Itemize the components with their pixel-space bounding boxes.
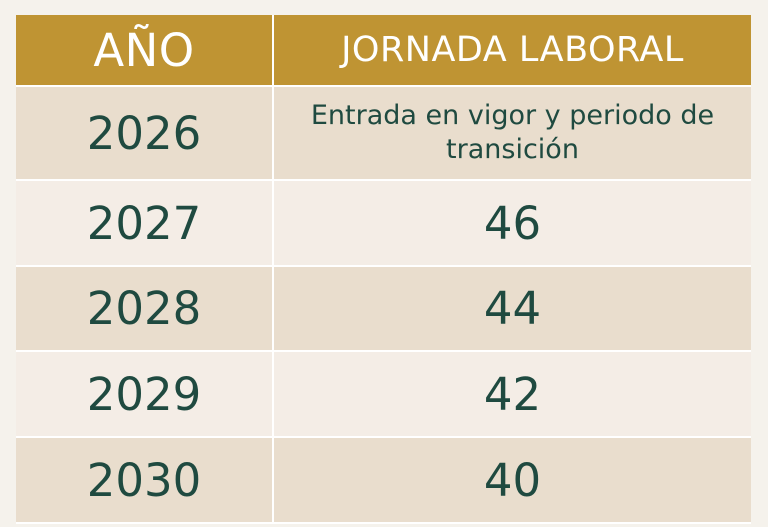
year-cell: 2029 [16,352,274,436]
header-workday: JORNADA LABORAL [274,15,751,85]
header-year: AÑO [16,15,274,85]
year-value: 2028 [86,282,202,335]
table-row: 2026 Entrada en vigor y periodo de trans… [16,87,751,181]
table-row: 2030 40 [16,438,751,524]
workday-value: 42 [483,367,542,421]
workday-cell: Entrada en vigor y periodo de transición [274,87,751,179]
workday-cell: 42 [274,352,751,436]
workday-cell: 40 [274,438,751,522]
year-value: 2026 [86,106,202,160]
schedule-table: AÑO JORNADA LABORAL 2026 Entrada en vigo… [16,15,751,524]
table-header-row: AÑO JORNADA LABORAL [16,15,751,87]
workday-value: 44 [483,282,542,335]
workday-value: 40 [483,453,542,507]
table-row: 2028 44 [16,267,751,352]
workday-cell: 44 [274,267,751,350]
year-cell: 2027 [16,181,274,265]
workday-value: 46 [483,196,542,250]
header-workday-label: JORNADA LABORAL [341,30,684,70]
year-value: 2027 [86,196,202,250]
header-year-label: AÑO [93,23,195,77]
year-cell: 2028 [16,267,274,350]
year-value: 2029 [86,367,202,421]
workday-cell: 46 [274,181,751,265]
workday-value: Entrada en vigor y periodo de transición [310,100,715,165]
table-row: 2029 42 [16,352,751,438]
table-row: 2027 46 [16,181,751,267]
year-cell: 2030 [16,438,274,522]
year-value: 2030 [86,453,202,507]
year-cell: 2026 [16,87,274,179]
